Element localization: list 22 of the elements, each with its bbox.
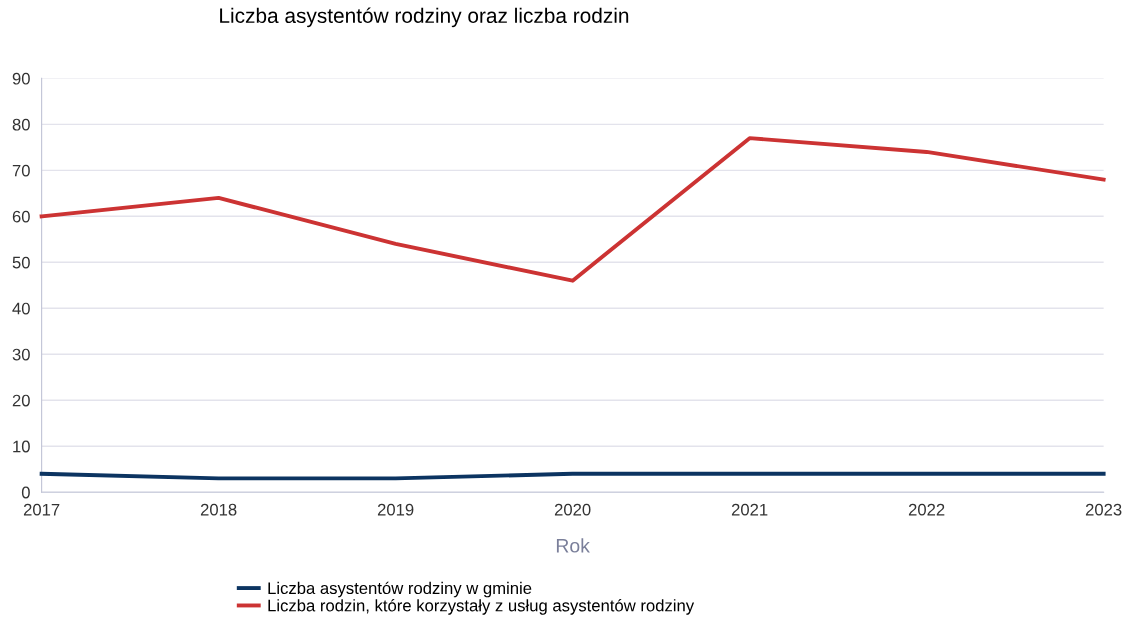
line-series bbox=[39, 136, 1106, 283]
legend-label: Liczba rodzin, które korzystały z usług asystentów rodziny bbox=[268, 599, 695, 615]
y-tick-label: 30 bbox=[12, 348, 30, 361]
y-tick-label: 80 bbox=[12, 118, 30, 131]
x-tick-label: 2020 bbox=[554, 503, 591, 516]
x-tick-label: 2017 bbox=[23, 503, 60, 516]
x-axis-title: Rok bbox=[556, 538, 590, 553]
x-tick-label: 2022 bbox=[908, 503, 945, 516]
y-tick-label: 60 bbox=[12, 210, 30, 223]
y-tick-label: 40 bbox=[12, 302, 30, 315]
x-tick-label: 2018 bbox=[200, 503, 237, 516]
y-tick-label: 50 bbox=[12, 256, 30, 269]
y-tick-label: 90 bbox=[12, 72, 30, 85]
chart-title: Liczba asystentów rodziny oraz liczba rodzin bbox=[220, 7, 629, 28]
x-tick-label: 2019 bbox=[377, 503, 414, 516]
legend-label: Liczba asystentów rodziny w gminie bbox=[268, 581, 532, 598]
y-tick-label: 10 bbox=[13, 440, 30, 453]
x-tick-label: 2023 bbox=[1085, 503, 1122, 516]
x-tick-label: 2021 bbox=[731, 503, 768, 516]
y-tick-label: 0 bbox=[21, 486, 30, 499]
y-tick-label: 70 bbox=[12, 164, 30, 177]
y-tick-label: 20 bbox=[12, 394, 30, 407]
